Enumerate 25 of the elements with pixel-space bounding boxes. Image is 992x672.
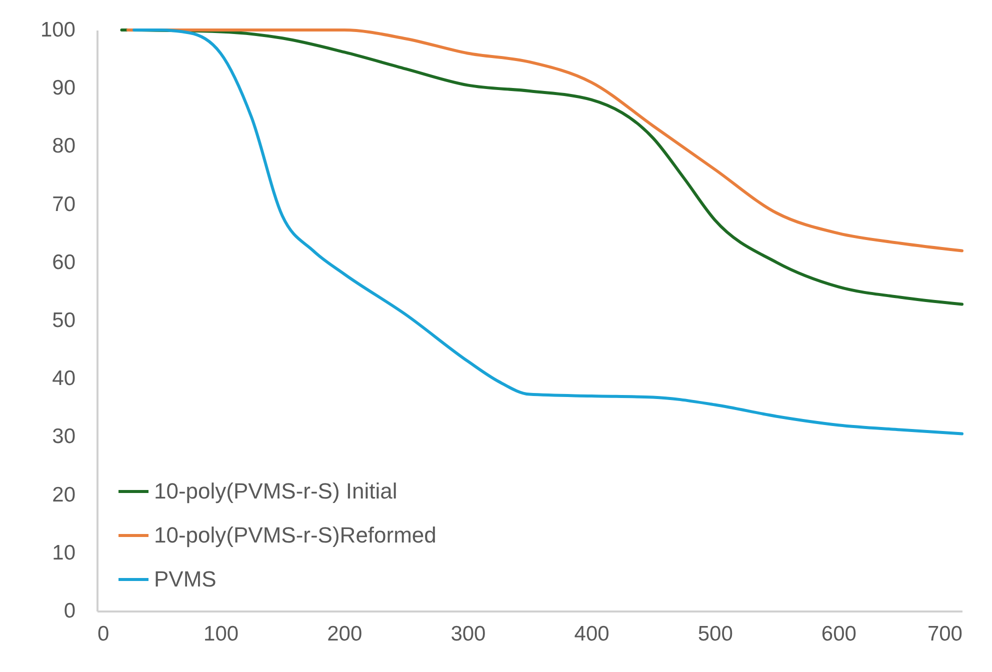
y-tick-label: 10 (52, 541, 76, 564)
legend-label: 10-poly(PVMS-r-S)Reformed (154, 522, 436, 548)
x-tick-label: 700 (927, 622, 962, 646)
line-series (132, 28, 964, 436)
x-tick-label: 500 (698, 622, 733, 646)
y-tick-label: 90 (52, 76, 76, 100)
y-tick-label: 30 (52, 425, 76, 448)
y-tick-label: 80 (52, 134, 76, 158)
y-tick-label: 70 (52, 192, 76, 216)
x-tick-label: 0 (98, 622, 110, 646)
legend-label: PVMS (154, 566, 216, 592)
y-tick-label: 100 (40, 18, 76, 42)
x-tick-label: 600 (821, 622, 856, 646)
y-tick-label: 40 (52, 367, 76, 390)
y-tick-label: 60 (52, 250, 76, 274)
x-tick-label: 400 (574, 622, 610, 646)
x-tick-label: 200 (327, 622, 362, 646)
y-tick-label: 50 (52, 309, 76, 332)
x-tick-label: 300 (450, 622, 486, 646)
line-series (120, 28, 964, 306)
legend-label: 10-poly(PVMS-r-S) Initial (154, 478, 398, 504)
y-tick-label: 20 (52, 483, 76, 506)
x-tick-label: 100 (204, 622, 239, 646)
y-tick-label: 0 (64, 600, 76, 622)
line-series (126, 28, 964, 252)
